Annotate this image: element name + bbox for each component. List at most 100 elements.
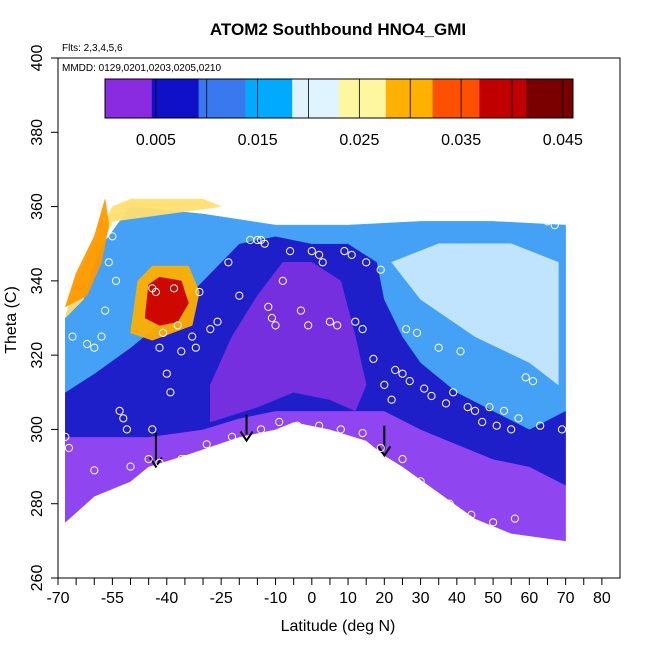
- sample-point: [169, 284, 179, 293]
- flights-note: Flts: 2,3,4,5,6: [62, 43, 123, 54]
- sample-point: [82, 339, 92, 349]
- plot-frame: [57, 57, 621, 579]
- y-tick-label: 360: [29, 193, 46, 220]
- arrow-head-2: [377, 445, 392, 458]
- sample-point: [296, 306, 305, 315]
- y-tick-label: 380: [29, 119, 46, 146]
- sample-point: [275, 417, 284, 427]
- sample-point: [264, 302, 273, 311]
- region-northern-pale-wedge: [391, 243, 559, 386]
- region-southern-upper-orange: [64, 199, 110, 308]
- sample-point: [256, 425, 266, 434]
- colorbar-frame: [104, 78, 574, 119]
- sample-point: [307, 247, 316, 256]
- sample-point: [115, 406, 124, 415]
- colorbar-segment: [198, 79, 246, 118]
- x-tick-label: 80: [593, 590, 611, 607]
- sample-point: [111, 276, 121, 285]
- sample-point: [405, 377, 414, 386]
- sample-point: [510, 514, 520, 523]
- sample-point: [362, 258, 371, 267]
- sample-point: [420, 384, 429, 393]
- sample-point: [108, 492, 117, 501]
- colorbar-tick-label: 0.025: [339, 132, 379, 149]
- sample-point: [340, 247, 349, 256]
- sample-point: [133, 503, 142, 512]
- sample-point: [478, 417, 487, 427]
- sample-point: [101, 306, 110, 315]
- sample-point: [227, 432, 237, 441]
- sample-point: [304, 321, 313, 330]
- colorbar-segment: [385, 79, 434, 118]
- sample-point: [315, 250, 324, 259]
- y-tick-label: 320: [29, 342, 46, 369]
- sample-point: [550, 221, 559, 230]
- sample-point: [543, 217, 552, 226]
- sample-point: [271, 321, 280, 330]
- sample-point: [391, 365, 400, 375]
- sample-point: [97, 332, 106, 341]
- sample-point: [434, 343, 443, 352]
- y-tick-label: 300: [29, 416, 46, 443]
- sample-point: [445, 499, 454, 508]
- sample-point: [206, 325, 215, 334]
- y-tick-label: 400: [29, 45, 46, 72]
- sample-point: [119, 414, 128, 423]
- x-axis-label: Latitude (deg N): [281, 618, 396, 635]
- colorbar: 0.005 0.015 0.025 0.035 0.045: [104, 78, 583, 149]
- sample-point: [108, 232, 117, 241]
- colorbar-segment: [245, 79, 293, 118]
- sample-point: [528, 377, 538, 386]
- sample-point: [325, 317, 334, 326]
- sample-point: [536, 421, 545, 430]
- colorbar-tick-label: 0.035: [441, 132, 481, 149]
- colorbar-segment: [526, 79, 574, 118]
- sample-point: [369, 354, 378, 363]
- sample-point: [318, 258, 327, 267]
- sample-point: [336, 425, 345, 434]
- sample-point: [61, 432, 70, 441]
- x-tick-label: -70: [46, 590, 69, 607]
- sample-point: [293, 421, 302, 430]
- x-tick-label: 70: [557, 590, 575, 607]
- sample-point: [278, 276, 287, 285]
- sample-point: [122, 425, 132, 434]
- plot-area: [61, 198, 567, 542]
- dates-note: MMDD: 0129,0201,0203,0205,0210: [62, 63, 221, 74]
- x-tick-label: 10: [339, 590, 357, 607]
- sample-point: [463, 403, 472, 412]
- sample-point: [126, 462, 135, 471]
- sample-point: [195, 287, 204, 297]
- sample-point: [104, 258, 113, 267]
- sample-point: [347, 250, 356, 259]
- sample-point: [148, 425, 157, 434]
- sample-point: [177, 455, 186, 464]
- colorbar-tick-label: 0.015: [238, 132, 278, 149]
- sample-point: [557, 425, 567, 434]
- colorbar-bar: [105, 79, 574, 118]
- sample-point: [188, 332, 197, 341]
- sample-point: [155, 343, 164, 352]
- x-tick-label: 40: [448, 590, 466, 607]
- x-tick-label: -25: [210, 590, 233, 607]
- sample-point: [412, 328, 422, 337]
- colorbar-segment: [339, 79, 387, 118]
- sample-point: [333, 321, 342, 330]
- sample-point: [90, 466, 99, 475]
- sample-point: [159, 328, 168, 337]
- sample-point: [492, 421, 501, 430]
- sample-point: [151, 287, 160, 297]
- colorbar-segment: [292, 79, 340, 118]
- x-tick-label: -40: [155, 590, 178, 607]
- sample-point: [64, 443, 74, 453]
- sample-point: [456, 347, 465, 356]
- sample-point: [470, 406, 480, 415]
- sample-point: [286, 247, 295, 256]
- colorbar-segment: [105, 79, 153, 118]
- sample-point: [398, 369, 407, 378]
- y-tick-label: 280: [29, 490, 46, 517]
- sample-point: [351, 317, 360, 326]
- sample-point: [267, 313, 276, 323]
- x-tick-label: -10: [264, 590, 287, 607]
